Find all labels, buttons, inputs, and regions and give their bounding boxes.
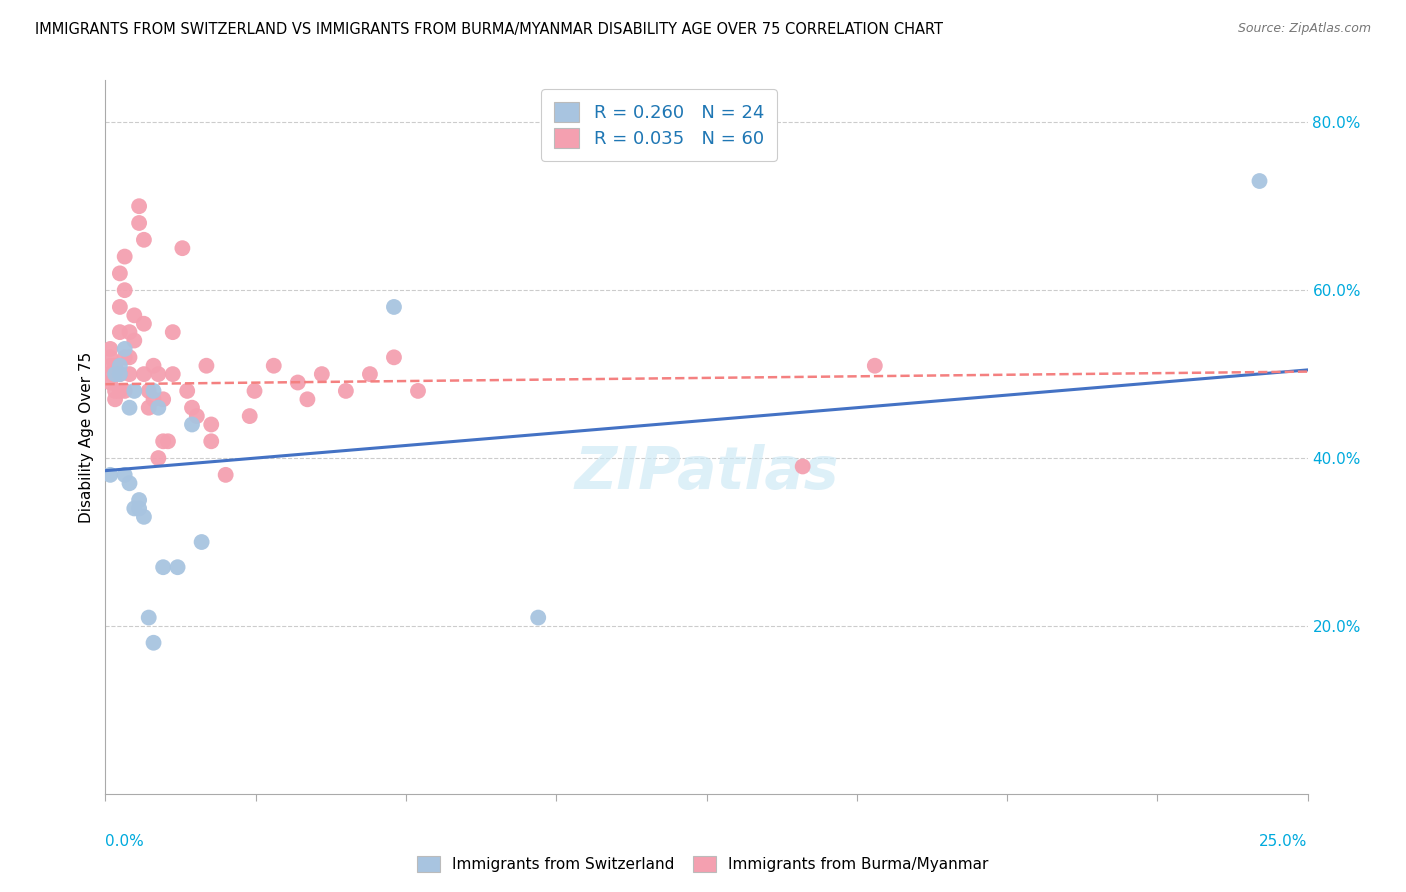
Point	[98, 367, 121, 381]
Point	[128, 216, 150, 230]
Point	[104, 359, 127, 373]
Point	[162, 325, 184, 339]
Point	[108, 359, 131, 373]
Legend: Immigrants from Switzerland, Immigrants from Burma/Myanmar: Immigrants from Switzerland, Immigrants …	[409, 848, 997, 880]
Point	[176, 384, 198, 398]
Point	[152, 434, 174, 449]
Point	[118, 401, 141, 415]
Point	[186, 409, 208, 423]
Point	[98, 342, 121, 356]
Point	[335, 384, 357, 398]
Text: 0.0%: 0.0%	[105, 834, 145, 849]
Legend: R = 0.260   N = 24, R = 0.035   N = 60: R = 0.260 N = 24, R = 0.035 N = 60	[541, 89, 776, 161]
Point	[863, 359, 886, 373]
Point	[108, 300, 131, 314]
Point	[132, 233, 155, 247]
Point	[152, 392, 174, 407]
Point	[118, 325, 141, 339]
Point	[138, 384, 160, 398]
Point	[287, 376, 309, 390]
Point	[114, 384, 136, 398]
Point	[104, 392, 127, 407]
Point	[114, 283, 136, 297]
Point	[181, 401, 204, 415]
Point	[142, 359, 165, 373]
Point	[108, 367, 131, 381]
Point	[132, 317, 155, 331]
Point	[104, 367, 127, 381]
Text: IMMIGRANTS FROM SWITZERLAND VS IMMIGRANTS FROM BURMA/MYANMAR DISABILITY AGE OVER: IMMIGRANTS FROM SWITZERLAND VS IMMIGRANT…	[35, 22, 943, 37]
Point	[98, 351, 121, 365]
Point	[114, 351, 136, 365]
Point	[152, 560, 174, 574]
Point	[200, 417, 222, 432]
Point	[181, 417, 204, 432]
Point	[124, 334, 146, 348]
Point	[98, 359, 121, 373]
Point	[128, 493, 150, 508]
Point	[114, 467, 136, 482]
Point	[124, 501, 146, 516]
Point	[359, 367, 381, 381]
Point	[118, 351, 141, 365]
Y-axis label: Disability Age Over 75: Disability Age Over 75	[79, 351, 94, 523]
Point	[214, 467, 236, 482]
Point	[148, 367, 170, 381]
Point	[792, 459, 814, 474]
Point	[239, 409, 262, 423]
Point	[148, 401, 170, 415]
Point	[108, 325, 131, 339]
Point	[172, 241, 194, 255]
Point	[148, 451, 170, 466]
Point	[195, 359, 218, 373]
Point	[142, 384, 165, 398]
Point	[138, 401, 160, 415]
Point	[243, 384, 266, 398]
Point	[382, 300, 405, 314]
Point	[98, 467, 121, 482]
Point	[132, 367, 155, 381]
Point	[128, 501, 150, 516]
Point	[190, 535, 212, 549]
Point	[297, 392, 319, 407]
Point	[200, 434, 222, 449]
Point	[406, 384, 429, 398]
Point	[162, 367, 184, 381]
Point	[142, 636, 165, 650]
Point	[124, 309, 146, 323]
Point	[108, 384, 131, 398]
Point	[104, 367, 127, 381]
Point	[1249, 174, 1271, 188]
Point	[142, 392, 165, 407]
Point	[108, 266, 131, 280]
Point	[108, 367, 131, 381]
Point	[138, 610, 160, 624]
Text: 25.0%: 25.0%	[1260, 834, 1308, 849]
Point	[382, 351, 405, 365]
Point	[311, 367, 333, 381]
Point	[118, 476, 141, 491]
Point	[104, 384, 127, 398]
Point	[98, 376, 121, 390]
Point	[156, 434, 179, 449]
Text: Source: ZipAtlas.com: Source: ZipAtlas.com	[1237, 22, 1371, 36]
Text: ZIPatlas: ZIPatlas	[574, 444, 839, 501]
Point	[114, 342, 136, 356]
Point	[118, 367, 141, 381]
Point	[132, 509, 155, 524]
Point	[114, 250, 136, 264]
Point	[128, 199, 150, 213]
Point	[263, 359, 285, 373]
Point	[124, 384, 146, 398]
Point	[166, 560, 188, 574]
Point	[527, 610, 550, 624]
Point	[104, 367, 127, 381]
